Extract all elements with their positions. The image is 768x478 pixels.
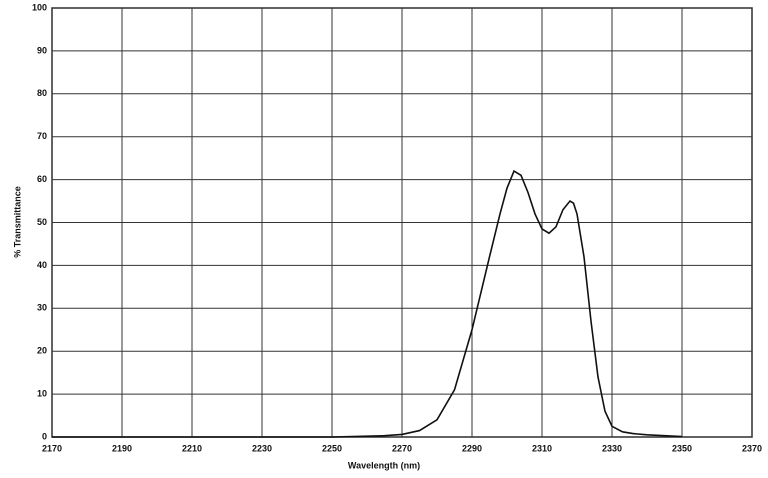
x-axis-label: Wavelength (nm) [348,460,420,470]
x-tick-label: 2350 [672,443,692,453]
y-tick-label: 10 [37,388,47,398]
x-tick-label: 2230 [252,443,272,453]
x-tick-label: 2370 [742,443,762,453]
x-tick-label: 2330 [602,443,622,453]
x-tick-label: 2190 [112,443,132,453]
x-tick-label: 2310 [532,443,552,453]
y-tick-label: 30 [37,303,47,313]
y-tick-label: 70 [37,131,47,141]
x-tick-label: 2250 [322,443,342,453]
y-tick-label: 0 [42,431,47,441]
y-tick-label: 40 [37,260,47,270]
y-tick-label: 100 [32,2,47,12]
x-tick-label: 2170 [42,443,62,453]
x-tick-label: 2210 [182,443,202,453]
y-tick-label: 60 [37,174,47,184]
x-tick-label: 2290 [462,443,482,453]
y-tick-label: 20 [37,346,47,356]
data-line [52,169,683,438]
x-tick-label: 2270 [392,443,412,453]
y-axis-label: % Transmittance [12,186,22,258]
y-tick-label: 90 [37,45,47,55]
y-tick-label: 50 [37,217,47,227]
y-tick-label: 80 [37,88,47,98]
